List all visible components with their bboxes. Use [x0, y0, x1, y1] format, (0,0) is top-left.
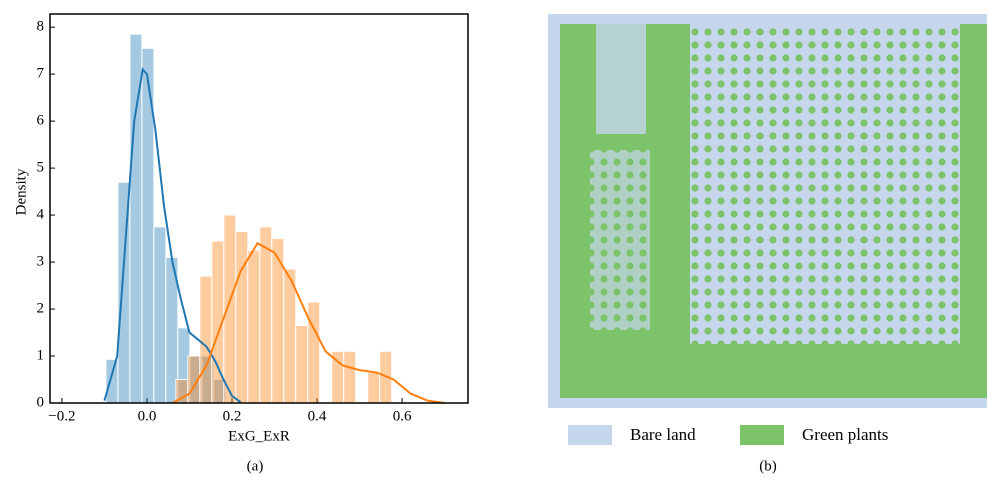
- y-tick-label: 1: [37, 347, 45, 363]
- legend-swatch: [740, 425, 784, 445]
- y-tick-label: 6: [37, 113, 45, 129]
- map-dots: [590, 150, 650, 330]
- classification-map: [548, 14, 987, 408]
- map-edge: [548, 14, 560, 408]
- y-tick-label: 2: [37, 300, 45, 316]
- caption: (b): [759, 458, 777, 474]
- bar: [236, 232, 248, 403]
- bar: [284, 269, 296, 403]
- y-tick-label: 3: [37, 253, 45, 269]
- legend-label: Green plants: [802, 425, 888, 444]
- bar: [368, 372, 380, 403]
- map-patch: [596, 24, 646, 134]
- x-tick-label: 0.4: [308, 408, 327, 424]
- bar: [296, 325, 308, 403]
- bar: [200, 276, 212, 403]
- legend-label: Bare land: [630, 425, 696, 444]
- x-tick-label: 0.2: [223, 408, 242, 424]
- x-tick-label: 0.6: [393, 408, 412, 424]
- y-tick-label: 7: [37, 66, 45, 82]
- x-tick-label: −0.2: [48, 408, 75, 424]
- y-axis-label: Density: [13, 168, 29, 215]
- bar: [154, 227, 166, 403]
- y-tick-label: 4: [37, 207, 45, 223]
- legend-swatch: [568, 425, 612, 445]
- map-edge: [548, 398, 987, 408]
- figure: Density ExG_ExR (a) (b) 0 1 2 3 4 5 6 7 8 −0.2 0.0…: [0, 0, 996, 483]
- map-edge: [548, 14, 987, 24]
- bar: [106, 359, 118, 403]
- x-tick-label: 0.0: [138, 408, 157, 424]
- map-dots: [690, 24, 960, 344]
- bar: [248, 250, 260, 403]
- bar: [224, 215, 236, 403]
- x-axis-label: ExG_ExR: [228, 428, 290, 444]
- bar: [308, 302, 320, 403]
- caption: (a): [247, 458, 264, 474]
- y-tick-label: 0: [37, 394, 45, 410]
- bar: [260, 227, 272, 403]
- y-tick-label: 8: [37, 19, 45, 35]
- y-tick-label: 5: [37, 160, 45, 176]
- bar: [344, 351, 356, 403]
